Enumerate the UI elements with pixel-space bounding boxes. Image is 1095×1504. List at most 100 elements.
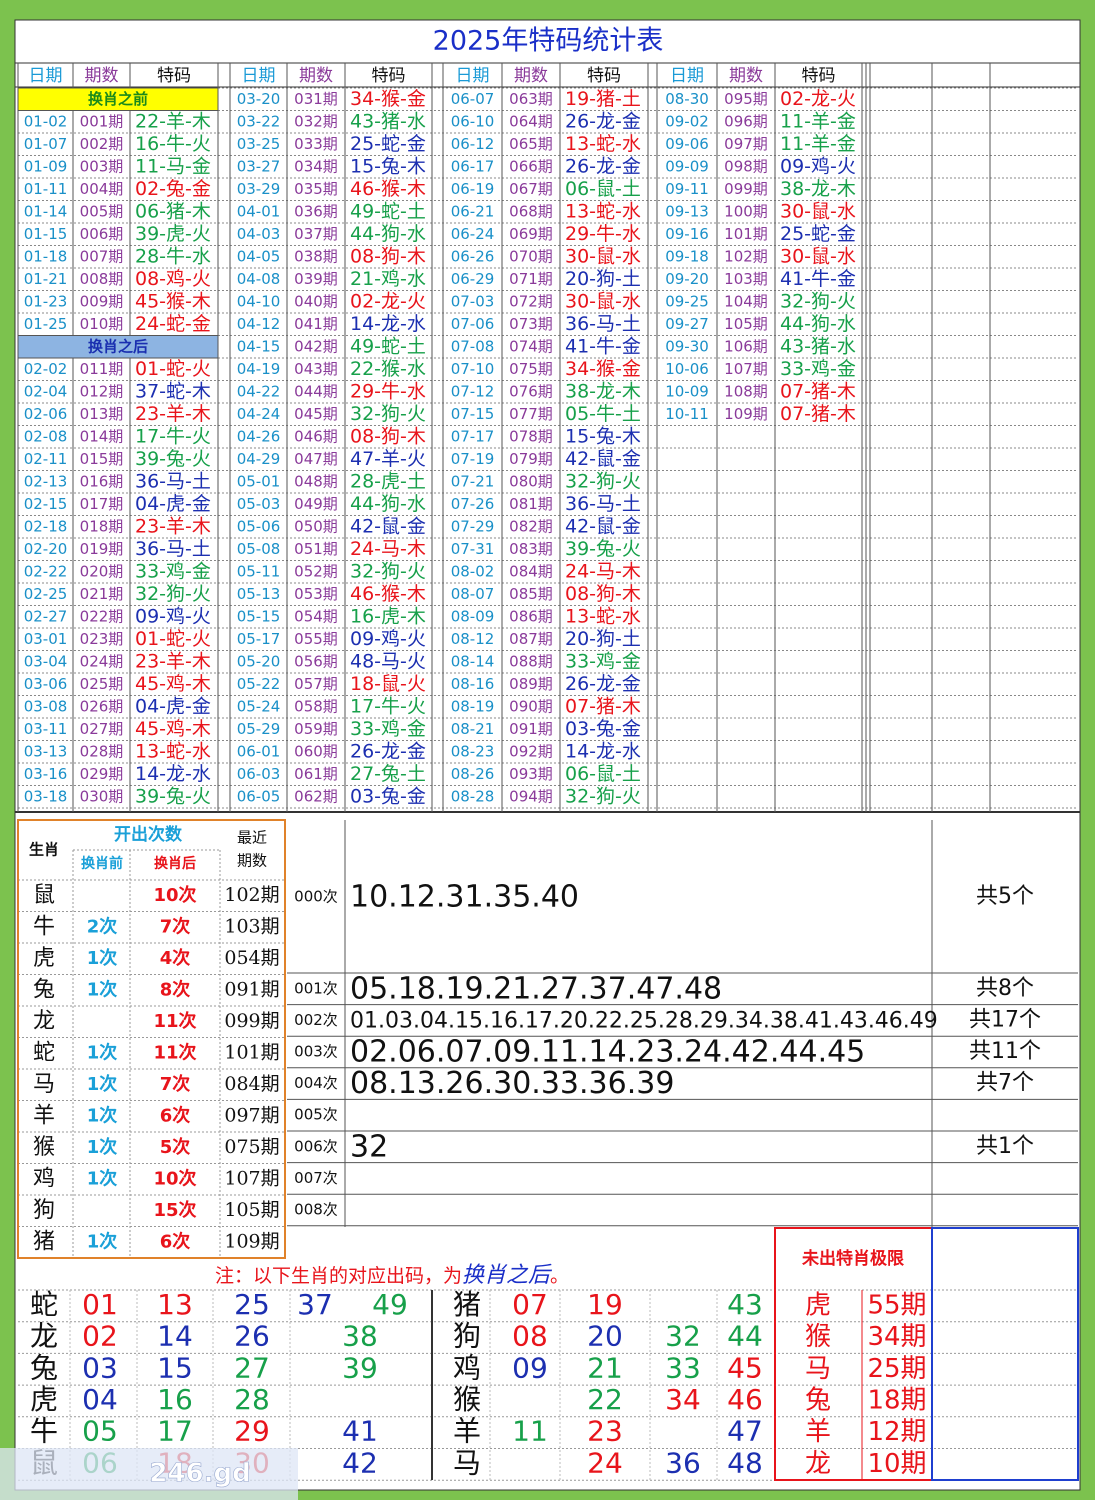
grid-number: 36 xyxy=(665,1446,701,1479)
recent-period: 101期 xyxy=(224,1041,279,1063)
period: 107期 xyxy=(724,360,768,378)
title: 2025年特码统计表 xyxy=(433,26,664,57)
date: 01-07 xyxy=(24,135,68,153)
period: 030期 xyxy=(80,787,124,805)
section-label-bg xyxy=(17,335,219,359)
grid-number: 49 xyxy=(372,1288,408,1321)
date: 07-10 xyxy=(451,360,495,378)
code: 06-猪-木 xyxy=(135,200,211,222)
code: 01-蛇-火 xyxy=(135,358,211,380)
count-before: 1次 xyxy=(87,1136,118,1158)
date: 03-11 xyxy=(24,720,68,738)
grid-number: 39 xyxy=(342,1351,378,1384)
code: 36-马-土 xyxy=(565,313,641,335)
period: 102期 xyxy=(724,247,768,265)
code: 20-狗-土 xyxy=(565,628,641,650)
date: 09-18 xyxy=(665,247,709,265)
date: 06-07 xyxy=(451,90,495,108)
grid-number: 08 xyxy=(512,1320,548,1353)
grid-number: 05 xyxy=(82,1415,118,1448)
date: 03-13 xyxy=(24,742,68,760)
frequency-total: 共7个 xyxy=(976,1071,1034,1096)
grid-number: 46 xyxy=(727,1383,763,1416)
period: 108期 xyxy=(724,382,768,400)
frequency-numbers: 02.06.07.09.11.14.23.24.42.44.45 xyxy=(350,1035,865,1070)
period: 006期 xyxy=(80,225,124,243)
date: 07-12 xyxy=(451,382,495,400)
period: 026期 xyxy=(80,697,124,715)
code: 23-羊-木 xyxy=(135,650,211,672)
code: 25-蛇-金 xyxy=(350,133,426,155)
grid-number: 17 xyxy=(157,1415,193,1448)
grid-number: 43 xyxy=(727,1288,763,1321)
grid-zodiac: 牛 xyxy=(30,1415,58,1448)
code: 18-鼠-火 xyxy=(350,673,426,695)
date: 03-01 xyxy=(24,630,68,648)
period: 083期 xyxy=(509,540,553,558)
code: 11-马-金 xyxy=(135,155,211,177)
count-after: 6次 xyxy=(160,1104,191,1126)
date: 05-08 xyxy=(237,540,281,558)
code: 13-蛇-水 xyxy=(565,133,641,155)
date: 08-07 xyxy=(451,585,495,603)
code: 05-牛-土 xyxy=(565,403,641,425)
count-before: 1次 xyxy=(87,1230,118,1252)
frequency-total: 共5个 xyxy=(976,884,1034,909)
date: 01-25 xyxy=(24,315,68,333)
period: 007期 xyxy=(80,247,124,265)
column-header: 日期 xyxy=(456,66,490,86)
date: 07-06 xyxy=(451,315,495,333)
limit-period: 34期 xyxy=(867,1322,926,1352)
column-header: 特码 xyxy=(372,66,406,86)
period: 025期 xyxy=(80,675,124,693)
period: 019期 xyxy=(80,540,124,558)
date: 01-21 xyxy=(24,270,68,288)
count-before: 1次 xyxy=(87,947,118,969)
recent-period: 103期 xyxy=(224,915,279,937)
frequency-total: 共8个 xyxy=(976,976,1034,1001)
date: 09-25 xyxy=(665,292,709,310)
period: 072期 xyxy=(509,292,553,310)
period: 103期 xyxy=(724,270,768,288)
period: 032期 xyxy=(294,112,338,130)
code: 24-蛇-金 xyxy=(135,313,211,335)
date: 08-14 xyxy=(451,652,495,670)
period: 093期 xyxy=(509,765,553,783)
grid-number: 27 xyxy=(234,1351,270,1384)
date: 09-02 xyxy=(665,112,709,130)
period: 099期 xyxy=(724,180,768,198)
count-after: 8次 xyxy=(160,978,191,1000)
date: 02-08 xyxy=(24,427,68,445)
date: 07-26 xyxy=(451,495,495,513)
date: 08-30 xyxy=(665,90,709,108)
recent-period: 084期 xyxy=(224,1073,279,1095)
code: 42-鼠-金 xyxy=(565,515,641,537)
period: 016期 xyxy=(80,472,124,490)
note-part: 注：以下生肖的对应出码，为 xyxy=(215,1265,462,1287)
stats-header: 生肖 xyxy=(29,841,59,859)
date: 09-13 xyxy=(665,202,709,220)
grid-number: 16 xyxy=(157,1383,193,1416)
frequency-label: 002次 xyxy=(294,1011,338,1029)
grid-number: 09 xyxy=(512,1351,548,1384)
period: 082期 xyxy=(509,517,553,535)
date: 01-23 xyxy=(24,292,68,310)
date: 04-22 xyxy=(237,382,281,400)
code: 30-鼠-水 xyxy=(780,245,856,267)
period: 071期 xyxy=(509,270,553,288)
date: 08-26 xyxy=(451,765,495,783)
period: 009期 xyxy=(80,292,124,310)
count-before: 1次 xyxy=(87,1167,118,1189)
date: 07-21 xyxy=(451,472,495,490)
period: 104期 xyxy=(724,292,768,310)
code: 45-鸡-木 xyxy=(135,718,211,740)
code: 30-鼠-水 xyxy=(780,200,856,222)
stats-border xyxy=(17,819,286,1259)
count-after: 11次 xyxy=(153,1010,196,1032)
date: 06-19 xyxy=(451,180,495,198)
zodiac: 猪 xyxy=(33,1229,55,1254)
column-header: 期数 xyxy=(299,66,333,86)
date: 06-17 xyxy=(451,157,495,175)
period: 109期 xyxy=(724,405,768,423)
code: 33-鸡-金 xyxy=(350,718,426,740)
